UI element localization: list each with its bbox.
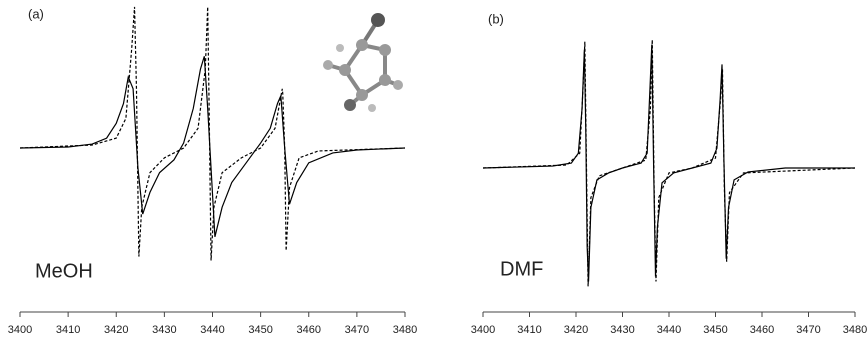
x-tick-label: 3470 [345, 324, 369, 336]
x-tick-label: 3460 [297, 324, 321, 336]
x-tick-label: 3440 [657, 324, 681, 336]
annotation: MeOH [35, 260, 93, 282]
spectrum-line [20, 7, 405, 261]
x-tick-label: 3410 [517, 324, 541, 336]
x-tick-label: 3430 [152, 324, 176, 336]
x-tick-label: 3410 [56, 324, 80, 336]
annotation: DMF [500, 258, 543, 280]
x-tick-label: 3400 [8, 324, 32, 336]
x-tick-label: 3480 [843, 324, 867, 336]
x-tick-label: 3400 [471, 324, 495, 336]
spectrum-line [483, 45, 855, 282]
molecule-icon [323, 13, 403, 112]
x-tick-label: 3480 [393, 324, 417, 336]
spectrum-line [483, 40, 855, 287]
x-tick-label: 3420 [104, 324, 128, 336]
panel-label: (a) [28, 6, 44, 21]
panel-label: (b) [488, 11, 504, 26]
x-tick-label: 3460 [750, 324, 774, 336]
figure: (a) MeOH 3400 3410 3420 3430 3440 3450 3460 3470 3… [0, 0, 867, 346]
x-tick-label: 3470 [796, 324, 820, 336]
x-tick-label: 3450 [248, 324, 272, 336]
spectrum-line [20, 56, 405, 237]
x-tick-label: 3440 [200, 324, 224, 336]
x-tick-label: 3430 [610, 324, 634, 336]
x-tick-label: 3420 [564, 324, 588, 336]
x-tick-label: 3450 [703, 324, 727, 336]
